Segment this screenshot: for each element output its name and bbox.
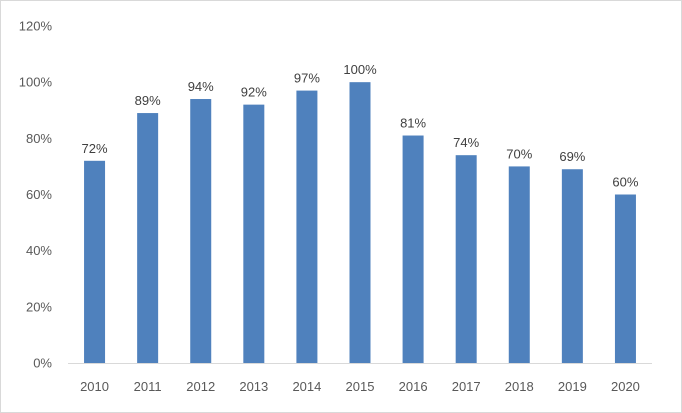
bar-2015 (349, 82, 371, 364)
bar-2018 (508, 166, 530, 363)
data-labels: 72% 89% 94% 92% 97% 100% 81% 74% 70% 69% 60% (82, 62, 639, 189)
x-tick-label-2019: 2019 (558, 379, 587, 394)
bar-2016 (402, 135, 424, 363)
y-tick-label: 100% (19, 75, 53, 90)
y-tick-label: 20% (26, 299, 52, 314)
data-label-2011: 89% (135, 93, 161, 108)
x-tick-label-2018: 2018 (505, 379, 534, 394)
bar-2017 (455, 155, 477, 363)
x-axis: 2010 2011 2012 2013 2014 2015 2016 2017 2018 2019… (68, 363, 652, 394)
data-label-2013: 92% (241, 85, 267, 100)
data-label-2020: 60% (612, 175, 638, 190)
x-tick-label-2014: 2014 (292, 379, 321, 394)
bar-2012 (190, 99, 212, 364)
bar-2010 (84, 160, 106, 363)
bar-2014 (296, 90, 318, 363)
data-label-2016: 81% (400, 116, 426, 131)
data-label-2012: 94% (188, 79, 214, 94)
x-tick-label-2012: 2012 (186, 379, 215, 394)
bar-2013 (243, 104, 265, 363)
bar-2011 (137, 113, 159, 363)
x-tick-label-2016: 2016 (399, 379, 428, 394)
bar-2019 (561, 169, 583, 363)
x-tick-label-2011: 2011 (134, 379, 162, 394)
x-tick-label-2013: 2013 (239, 379, 268, 394)
y-tick-label: 40% (26, 243, 52, 258)
bars (84, 82, 636, 364)
x-tick-label-2017: 2017 (452, 379, 481, 394)
y-tick-label: 0% (33, 356, 52, 371)
data-label-2018: 70% (506, 146, 532, 161)
data-label-2017: 74% (453, 135, 479, 150)
bar-2020 (614, 194, 636, 363)
data-label-2010: 72% (82, 141, 108, 156)
x-tick-label-2010: 2010 (80, 379, 109, 394)
y-tick-label: 60% (26, 187, 52, 202)
data-label-2015: 100% (343, 62, 377, 77)
data-label-2019: 69% (559, 149, 585, 164)
y-axis: 0% 20% 40% 60% 80% 100% 120% (19, 19, 53, 371)
x-tick-label-2015: 2015 (346, 379, 375, 394)
y-tick-label: 80% (26, 131, 52, 146)
x-tick-label-2020: 2020 (611, 379, 640, 394)
y-tick-label: 120% (19, 19, 53, 34)
data-label-2014: 97% (294, 71, 320, 86)
